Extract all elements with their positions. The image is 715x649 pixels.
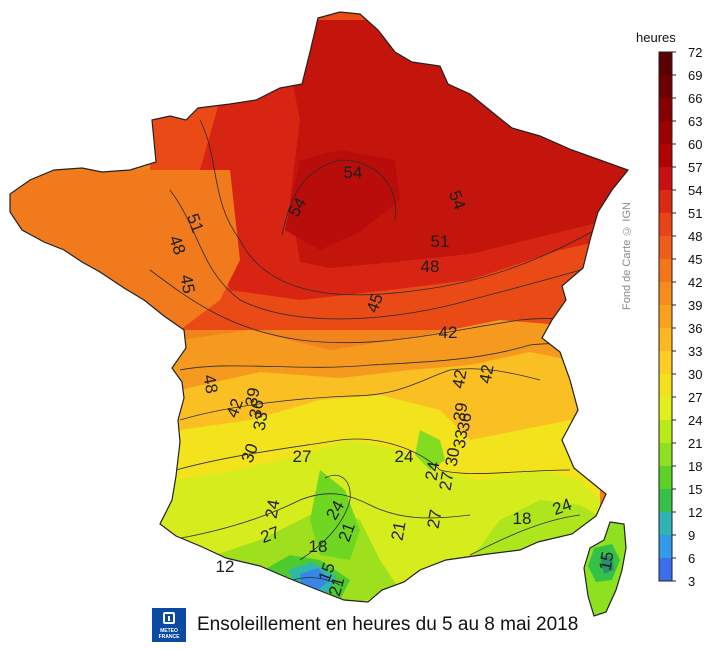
contour-label: 18 bbox=[513, 509, 532, 528]
legend-swatch bbox=[659, 535, 672, 558]
legend-tick-label: 57 bbox=[688, 160, 702, 175]
legend-swatch bbox=[659, 512, 672, 535]
logo-word-meteo: METEO bbox=[160, 628, 178, 634]
contour-label: 27 bbox=[424, 508, 446, 530]
legend-swatch bbox=[659, 305, 672, 328]
legend-tick-label: 72 bbox=[688, 45, 702, 60]
contour-label: 27 bbox=[436, 470, 458, 492]
legend-tick-label: 33 bbox=[688, 344, 702, 359]
contour-label: 18 bbox=[309, 537, 328, 556]
logo-word-france: FRANCE bbox=[158, 634, 180, 640]
legend-tick-label: 60 bbox=[688, 137, 702, 152]
contour-label: 33 bbox=[450, 428, 472, 450]
legend-swatch bbox=[659, 144, 672, 167]
contour-label: 33 bbox=[250, 410, 272, 432]
contour-label: 42 bbox=[439, 323, 458, 342]
contour-label: 36 bbox=[246, 398, 268, 420]
contour-label: 30 bbox=[442, 446, 464, 468]
legend-swatch bbox=[659, 351, 672, 374]
legend-swatch bbox=[659, 374, 672, 397]
legend-tick-label: 21 bbox=[688, 436, 702, 451]
legend-swatch bbox=[659, 213, 672, 236]
logo-mark-icon bbox=[163, 612, 175, 624]
contour-label: 24 bbox=[395, 447, 414, 466]
contour-label: 24 bbox=[262, 498, 284, 520]
legend-tick-label: 48 bbox=[688, 229, 702, 244]
contour-label: 21 bbox=[325, 575, 348, 598]
legend-tick-label: 24 bbox=[688, 413, 702, 428]
legend-swatch bbox=[659, 466, 672, 489]
legend-swatch bbox=[659, 397, 672, 420]
legend-tick-label: 42 bbox=[688, 275, 702, 290]
contour-label: 51 bbox=[431, 232, 450, 251]
legend-unit: heures bbox=[636, 30, 676, 45]
contour-label: 54 bbox=[344, 163, 363, 182]
legend-tick-label: 51 bbox=[688, 206, 702, 221]
contour-label: 39 bbox=[242, 386, 264, 408]
legend-tick-label: 69 bbox=[688, 68, 702, 83]
legend-swatch bbox=[659, 98, 672, 121]
legend-tick-label: 63 bbox=[688, 114, 702, 129]
legend-frame bbox=[658, 51, 673, 582]
legend-tick-label: 18 bbox=[688, 459, 702, 474]
contour-label: 42 bbox=[449, 368, 471, 390]
legend-swatch bbox=[659, 420, 672, 443]
map-title: Ensoleillement en heures du 5 au 8 mai 2… bbox=[197, 614, 579, 635]
contour-label: 48 bbox=[421, 257, 440, 276]
legend-tick-label: 36 bbox=[688, 321, 702, 336]
legend-tick-label: 66 bbox=[688, 91, 702, 106]
legend-swatch bbox=[659, 167, 672, 190]
contour-label: 48 bbox=[199, 373, 221, 395]
contour-label: 27 bbox=[293, 447, 312, 466]
legend-swatch bbox=[659, 259, 672, 282]
legend: heures 726966636057545148454239363330272… bbox=[636, 30, 702, 589]
legend-swatch bbox=[659, 52, 672, 75]
legend-tick-label: 39 bbox=[688, 298, 702, 313]
legend-swatch bbox=[659, 558, 672, 581]
legend-swatch bbox=[659, 328, 672, 351]
legend-tick-label: 6 bbox=[688, 551, 695, 566]
legend-tick-label: 45 bbox=[688, 252, 702, 267]
contour-label: 39 bbox=[450, 401, 472, 423]
meteo-france-logo: METEO FRANCE bbox=[152, 608, 186, 642]
legend-tick-label: 9 bbox=[688, 528, 695, 543]
contour-label: 42 bbox=[476, 363, 498, 385]
legend-tick-label: 15 bbox=[688, 482, 702, 497]
legend-tick-label: 27 bbox=[688, 390, 702, 405]
contour-label: 24 bbox=[422, 460, 444, 482]
contour-label: 45 bbox=[176, 273, 198, 295]
legend-swatch bbox=[659, 443, 672, 466]
legend-tick-label: 3 bbox=[688, 574, 695, 589]
legend-swatch bbox=[659, 121, 672, 144]
legend-swatch bbox=[659, 282, 672, 305]
contour-label: 21 bbox=[388, 520, 410, 542]
legend-swatch bbox=[659, 489, 672, 512]
map-credit: Fond de Carte © IGN bbox=[621, 202, 633, 310]
contour-label: 36 bbox=[454, 411, 476, 433]
contour-label: 15 bbox=[596, 550, 618, 572]
legend-swatch bbox=[659, 75, 672, 98]
legend-swatch bbox=[659, 236, 672, 259]
legend-swatch bbox=[659, 190, 672, 213]
legend-tick-label: 30 bbox=[688, 367, 702, 382]
legend-tick-label: 12 bbox=[688, 505, 702, 520]
legend-tick-label: 54 bbox=[688, 183, 702, 198]
contour-label: 12 bbox=[216, 557, 235, 576]
